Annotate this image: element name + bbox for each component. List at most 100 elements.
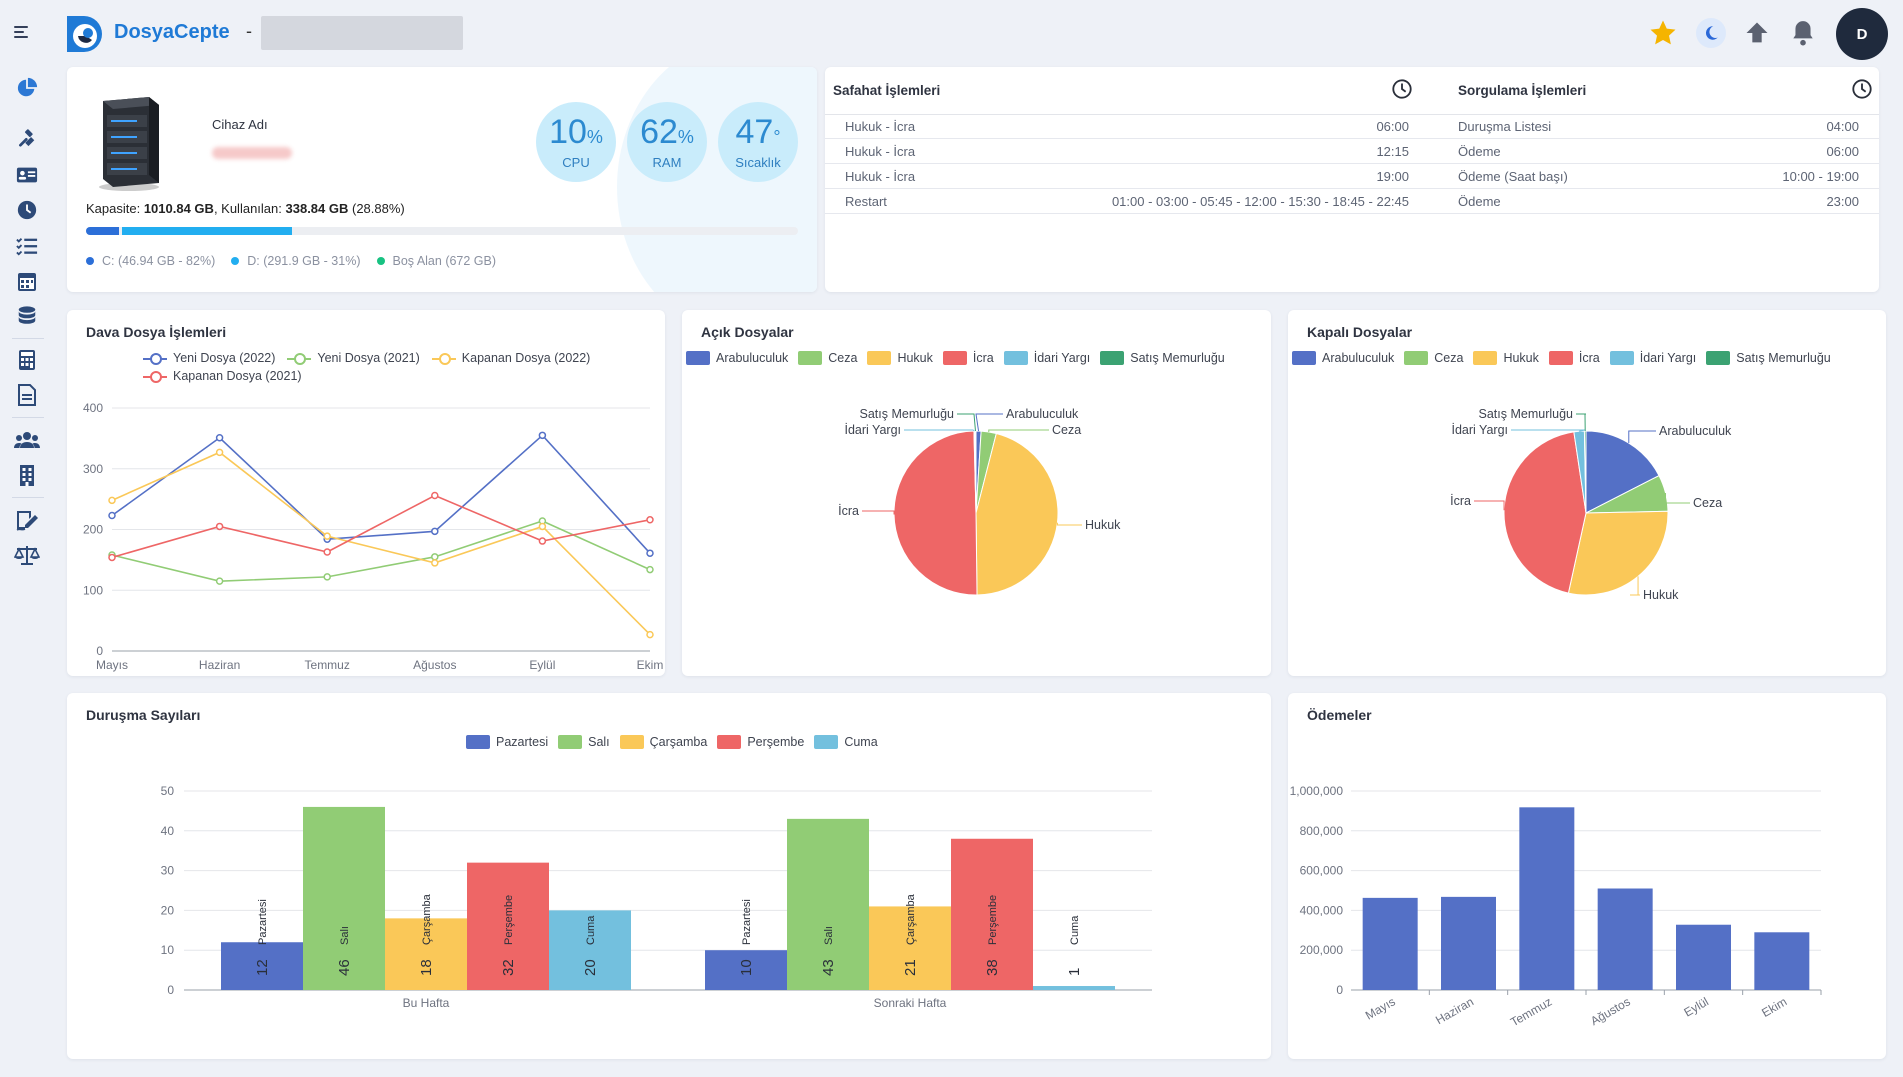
bar-value-label: 38 (984, 959, 1001, 976)
legend-item[interactable]: İdari Yargı (1003, 351, 1090, 365)
bar-series-label: Perşembe (987, 895, 999, 945)
brand-separator: - (246, 21, 252, 41)
data-point (323, 573, 331, 581)
legend-item[interactable]: Salı (558, 735, 610, 749)
legend-item[interactable]: İdari Yargı (1609, 351, 1696, 365)
pie-label-line (904, 429, 975, 432)
y-tick-label: 1,000,000 (1290, 784, 1344, 798)
pie-slice (1585, 430, 1660, 514)
y-tick-label: 800,000 (1300, 824, 1344, 838)
bar (1676, 924, 1731, 990)
avatar[interactable]: D (1836, 8, 1888, 60)
legend-item[interactable]: Ceza (1404, 351, 1463, 365)
data-point (431, 553, 439, 561)
checklist-icon[interactable] (13, 232, 41, 260)
y-tick-label: 0 (167, 983, 174, 997)
x-tick-label: Mayıs (1363, 994, 1398, 1022)
y-tick-label: 30 (161, 864, 175, 878)
data-point (538, 522, 547, 531)
pie-slice (893, 430, 978, 596)
table-row: Hukuk - İcra 12:15 Ödeme 06:00 (825, 139, 1879, 164)
brand-name[interactable]: DosyaCepte (114, 21, 230, 43)
legend-item[interactable]: İcra (1548, 351, 1600, 365)
y-tick-label: 300 (83, 462, 103, 476)
legend-item[interactable]: Arabuluculuk (1292, 351, 1394, 365)
star-icon[interactable] (1648, 18, 1678, 48)
safahat-title: Safahat İşlemleri (833, 83, 941, 98)
sorgulama-clock-icon[interactable] (1851, 78, 1873, 100)
legend-item[interactable]: Kapanan Dosya (2022) (431, 351, 590, 365)
data-point (215, 434, 224, 442)
legend-item[interactable]: Perşembe (717, 735, 804, 749)
legend-item[interactable]: Cuma (814, 735, 878, 749)
legend-item[interactable]: Hukuk (867, 351, 933, 365)
legend-item[interactable]: Hukuk (1473, 351, 1539, 365)
ram-gauge: 62% RAM (627, 102, 707, 182)
data-point (538, 431, 547, 440)
scales-icon[interactable] (13, 541, 41, 569)
safahat-clock-icon[interactable] (1391, 78, 1413, 100)
legend-item[interactable]: Arabuluculuk (686, 351, 788, 365)
menu-icon[interactable] (14, 24, 32, 40)
bar (951, 838, 1033, 990)
y-tick-label: 400 (83, 401, 103, 415)
gavel-icon[interactable] (13, 126, 41, 154)
brand-logo[interactable] (64, 14, 104, 54)
legend-item[interactable]: İcra (942, 351, 994, 365)
data-point (108, 553, 116, 562)
legend-item[interactable]: Yeni Dosya (2021) (287, 351, 420, 365)
legend-item[interactable]: Çarşamba (619, 735, 707, 749)
clock-icon[interactable] (13, 196, 41, 224)
data-point (538, 537, 547, 545)
table-row: Restart 01:00 - 03:00 - 05:45 - 12:00 - … (825, 189, 1879, 214)
disk-legend: C: (46.94 GB - 82%) D: (291.9 GB - 31%) … (86, 254, 496, 268)
office-name-placeholder (261, 16, 463, 50)
signature-icon[interactable] (13, 506, 41, 534)
legend-item[interactable]: Satış Memurluğu (1100, 351, 1225, 365)
legend-item[interactable]: Yeni Dosya (2022) (143, 351, 275, 365)
dava-line-chart: 0 100 200 300 400 Mayıs Haziran Temmuz Ağustos Ey… (83, 401, 663, 672)
disk-usage-bar (86, 227, 798, 235)
bar-series-label: Cuma (585, 915, 597, 945)
building-icon[interactable] (13, 461, 41, 489)
bar (1597, 888, 1653, 990)
dava-chart-legend: Yeni Dosya (2022) Yeni Dosya (2021) Kapa… (143, 351, 613, 383)
durusma-bar-chart: 0 10 20 30 40 50 Bu Hafta 12 Pazartesi 46 Salı 18 Ça… (161, 784, 1152, 1010)
bell-icon[interactable] (1790, 19, 1816, 47)
upload-icon[interactable] (1743, 19, 1771, 47)
calculator-icon[interactable] (13, 346, 41, 374)
bar-value-label: 10 (738, 959, 755, 976)
avatar-letter: D (1856, 25, 1868, 43)
data-point (215, 577, 224, 585)
data-point (646, 516, 654, 524)
data-point (323, 532, 331, 540)
y-tick-label: 100 (83, 583, 103, 597)
bar-series-label: Çarşamba (905, 893, 917, 945)
calendar-icon[interactable] (13, 267, 41, 295)
bar (1519, 807, 1575, 990)
pie-label: İcra (1450, 494, 1471, 508)
disk-c-segment (86, 227, 120, 235)
y-tick-label: 0 (96, 644, 103, 658)
pie-chart-icon[interactable] (13, 74, 41, 102)
moon-icon[interactable] (1696, 18, 1726, 48)
pie-label: İdari Yargı (844, 423, 901, 437)
users-icon[interactable] (13, 426, 41, 454)
pie-label-line (862, 510, 895, 515)
bar-value-label: 32 (500, 959, 517, 976)
legend-item[interactable]: Kapanan Dosya (2021) (143, 369, 302, 383)
legend-item[interactable]: Satış Memurluğu (1706, 351, 1831, 365)
dava-chart-title: Dava Dosya İşlemleri (86, 324, 227, 340)
safahat-time: 01:00 - 03:00 - 05:45 - 12:00 - 15:30 - … (1111, 193, 1409, 209)
sidebar-separator (12, 338, 44, 339)
bar (549, 910, 631, 990)
legend-item[interactable]: Ceza (798, 351, 857, 365)
odemeler-bar-chart: 0 200,000 400,000 600,000 800,000 1,000,000 Ma… (1290, 784, 1822, 1029)
database-icon[interactable] (13, 302, 41, 330)
pie-label-line (1665, 492, 1690, 504)
x-tick-label: Eylül (529, 658, 555, 672)
data-point (431, 527, 439, 536)
document-icon[interactable] (13, 381, 41, 409)
contact-card-icon[interactable] (13, 161, 41, 189)
legend-item[interactable]: Pazartesi (466, 735, 548, 749)
